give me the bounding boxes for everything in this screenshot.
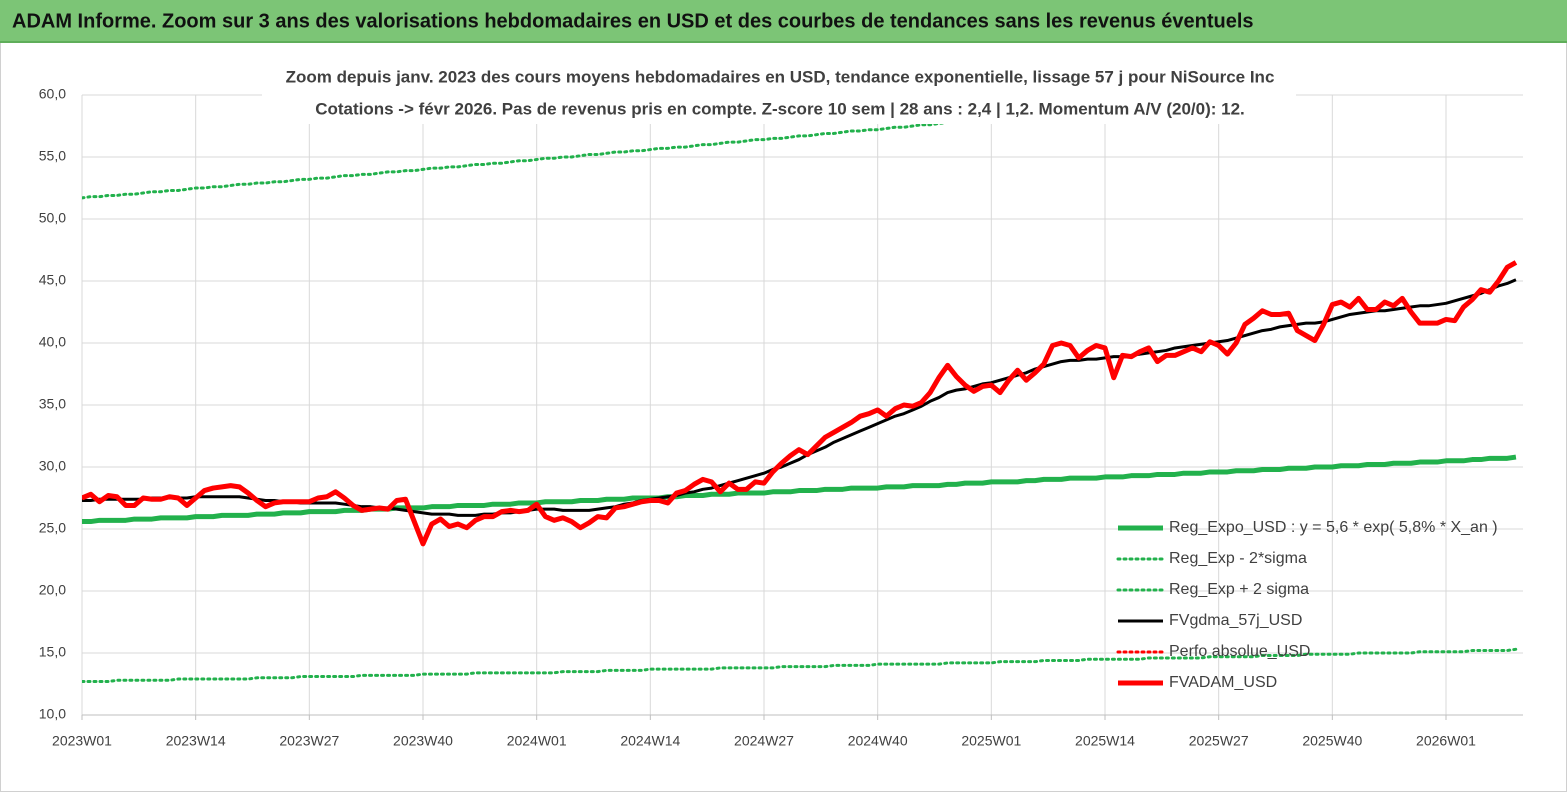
x-tick-label: 2023W14 — [166, 733, 226, 749]
series-line — [82, 94, 1272, 200]
y-tick-label: 35,0 — [39, 396, 66, 412]
subtitle-line: Cotations -> févr 2026. Pas de revenus p… — [315, 99, 1245, 118]
y-tick-label: 40,0 — [39, 334, 66, 350]
series-line — [82, 278, 1517, 517]
x-tick-label: 2024W01 — [507, 733, 567, 749]
legend-label: Reg_Exp - 2*sigma — [1169, 550, 1307, 567]
x-tick-label: 2024W14 — [620, 733, 680, 749]
series-line — [82, 647, 1518, 684]
y-tick-label: 20,0 — [39, 582, 66, 598]
legend-label: Reg_Exp + 2 sigma — [1169, 581, 1309, 598]
y-tick-label: 50,0 — [39, 210, 66, 226]
series-line — [82, 260, 1518, 547]
y-tick-label: 55,0 — [39, 148, 66, 164]
x-tick-label: 2023W27 — [279, 733, 339, 749]
legend-label: FVADAM_USD — [1169, 674, 1277, 691]
legend-label: Perfo absolue_USD — [1169, 643, 1310, 660]
x-tick-label: 2024W40 — [848, 733, 908, 749]
x-tick-label: 2025W14 — [1075, 733, 1135, 749]
x-tick-label: 2026W01 — [1416, 733, 1476, 749]
legend-label: Reg_Expo_USD : y = 5,6 * exp( 5,8% * X_a… — [1169, 519, 1498, 536]
plot-lines — [82, 94, 1518, 684]
legend: Reg_Expo_USD : y = 5,6 * exp( 5,8% * X_a… — [1116, 519, 1498, 691]
x-tick-label: 2025W27 — [1189, 733, 1249, 749]
y-tick-label: 25,0 — [39, 520, 66, 536]
y-tick-label: 60,0 — [39, 86, 66, 102]
grid — [81, 94, 1523, 716]
x-tick-label: 2024W27 — [734, 733, 794, 749]
y-tick-label: 15,0 — [39, 644, 66, 660]
legend-label: FVgdma_57j_USD — [1169, 612, 1302, 629]
subtitle-line: Zoom depuis janv. 2023 des cours moyens … — [286, 67, 1275, 86]
x-tick-label: 2023W40 — [393, 733, 453, 749]
subtitle-box — [262, 62, 1296, 124]
x-tick-label: 2023W01 — [52, 733, 112, 749]
header-title: ADAM Informe. Zoom sur 3 ans des valoris… — [12, 10, 1254, 32]
axes: 10,0 15,0 20,0 25,0 30,0 35,0 40,0 45,0 50,0 55,0… — [39, 86, 1523, 749]
x-tick-label: 2025W40 — [1302, 733, 1362, 749]
y-tick-label: 10,0 — [39, 706, 66, 722]
series-line — [82, 454, 1517, 525]
y-tick-label: 30,0 — [39, 458, 66, 474]
y-tick-label: 45,0 — [39, 272, 66, 288]
header-bar — [0, 0, 1567, 42]
x-tick-label: 2025W01 — [961, 733, 1021, 749]
